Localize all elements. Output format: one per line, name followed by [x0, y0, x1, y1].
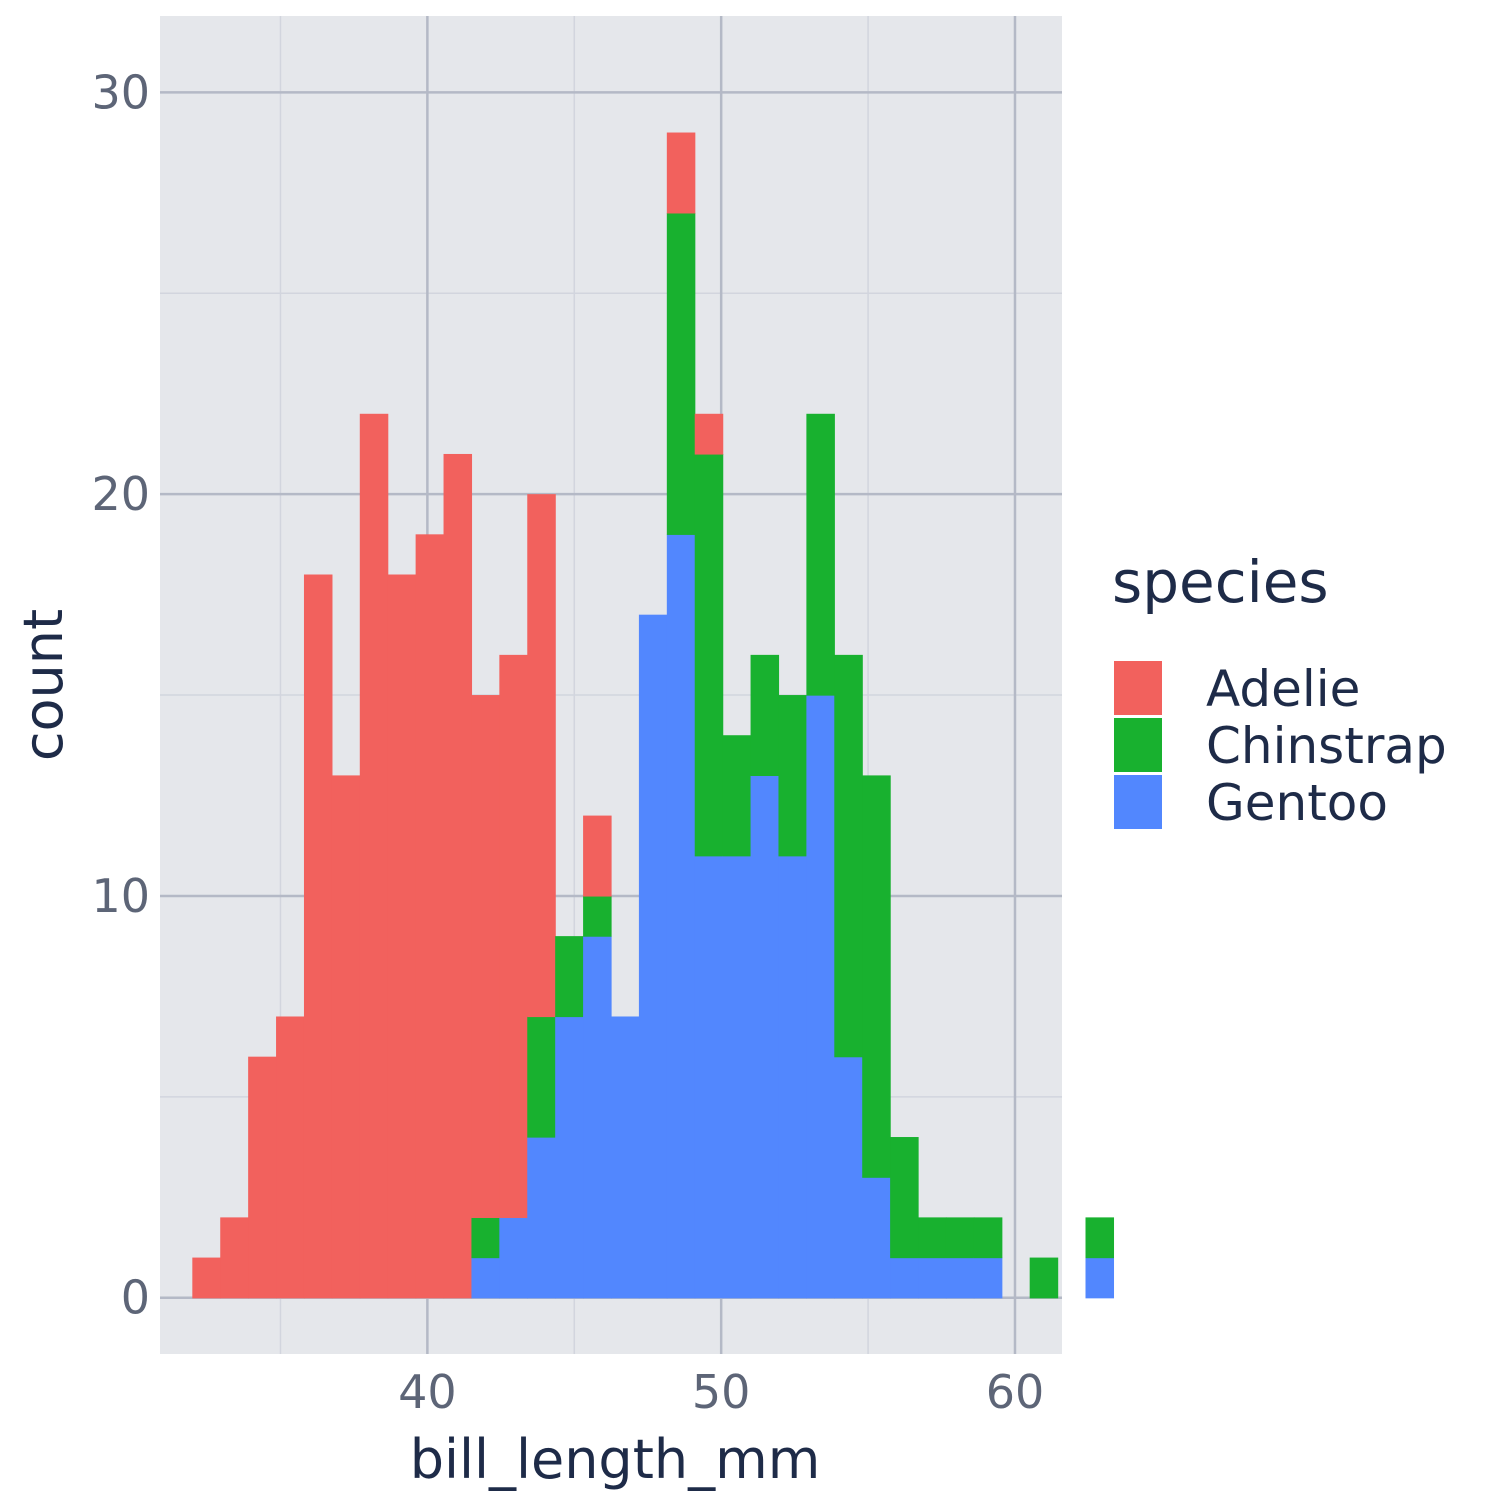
bar-adelie — [443, 453, 473, 1299]
bar-gentoo — [555, 1016, 584, 1299]
y-tick-label: 10 — [91, 869, 150, 923]
bar-adelie — [331, 775, 361, 1299]
bar-chinstrap — [527, 1016, 556, 1138]
y-tick-label: 20 — [91, 467, 150, 521]
bar-adelie — [471, 695, 500, 1218]
bar-adelie — [387, 574, 417, 1299]
bar-chinstrap — [890, 1137, 919, 1259]
x-axis-ticks: 40 50 60 — [398, 1365, 1044, 1419]
bar-gentoo — [583, 936, 612, 1299]
bar-gentoo — [527, 1137, 556, 1299]
x-tick-label: 40 — [398, 1365, 457, 1419]
bar-chinstrap — [1029, 1257, 1059, 1299]
bar-adelie — [276, 1016, 305, 1299]
bar-chinstrap — [834, 654, 863, 1058]
bar-chinstrap — [918, 1217, 947, 1259]
bar-gentoo — [778, 855, 807, 1299]
bar-chinstrap — [750, 654, 780, 777]
bar-gentoo — [890, 1257, 919, 1299]
histogram-bars — [192, 132, 1115, 1299]
bar-gentoo — [834, 1056, 863, 1299]
bar-chinstrap — [666, 212, 696, 535]
legend-swatch-adelie — [1114, 661, 1162, 715]
bar-chinstrap — [1085, 1217, 1115, 1259]
bar-adelie — [192, 1257, 221, 1299]
bar-gentoo — [471, 1257, 500, 1299]
bar-gentoo — [750, 775, 780, 1299]
bar-gentoo — [806, 695, 835, 1299]
bar-chinstrap — [778, 695, 807, 857]
bar-chinstrap — [694, 453, 724, 857]
bar-adelie — [220, 1217, 249, 1299]
bar-chinstrap — [555, 936, 584, 1018]
bar-adelie — [666, 132, 696, 214]
bar-chinstrap — [862, 775, 891, 1178]
bar-adelie — [359, 413, 389, 1299]
bar-chinstrap — [973, 1217, 1003, 1259]
bar-gentoo — [862, 1177, 891, 1299]
bar-gentoo — [638, 614, 668, 1299]
bar-adelie — [499, 654, 528, 1218]
legend-label-gentoo: Gentoo — [1206, 774, 1388, 832]
y-axis-title: count — [12, 609, 75, 761]
bar-adelie — [303, 574, 333, 1299]
bar-gentoo — [945, 1257, 975, 1299]
x-axis-title: bill_length_mm — [410, 1428, 821, 1491]
legend-title: species — [1112, 548, 1329, 616]
bar-gentoo — [973, 1257, 1003, 1299]
bar-gentoo — [722, 855, 752, 1299]
bar-adelie — [248, 1056, 277, 1299]
y-tick-label: 30 — [91, 65, 150, 119]
bar-chinstrap — [722, 735, 752, 857]
legend-label-adelie: Adelie — [1206, 660, 1360, 718]
legend-swatch-chinstrap — [1114, 718, 1162, 772]
bar-gentoo — [499, 1217, 528, 1299]
bar-gentoo — [1085, 1257, 1115, 1299]
legend-swatch-gentoo — [1114, 775, 1162, 829]
bar-adelie — [415, 534, 445, 1299]
x-tick-label: 50 — [692, 1365, 751, 1419]
bar-adelie — [694, 413, 724, 455]
bar-chinstrap — [945, 1217, 975, 1259]
bar-adelie — [527, 494, 556, 1018]
bar-gentoo — [694, 855, 724, 1299]
bar-chinstrap — [806, 413, 835, 696]
bar-gentoo — [611, 1016, 640, 1299]
bar-chinstrap — [583, 895, 612, 937]
legend-label-chinstrap: Chinstrap — [1206, 717, 1447, 775]
bar-adelie — [583, 815, 612, 897]
bar-chinstrap — [471, 1217, 500, 1259]
bar-gentoo — [918, 1257, 947, 1299]
y-tick-label: 0 — [121, 1271, 150, 1325]
x-tick-label: 60 — [986, 1365, 1045, 1419]
y-axis-ticks: 0 10 20 30 — [91, 65, 150, 1324]
bar-gentoo — [666, 534, 696, 1299]
